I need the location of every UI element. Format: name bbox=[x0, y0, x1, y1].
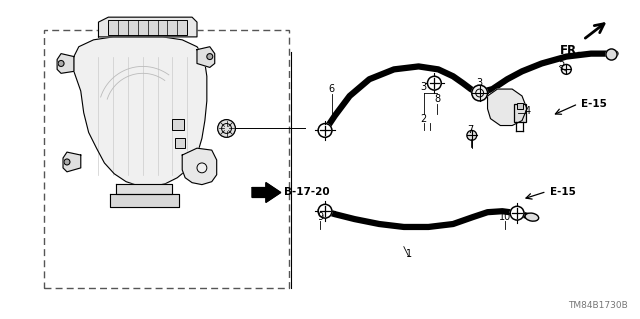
Circle shape bbox=[318, 123, 332, 137]
Circle shape bbox=[197, 163, 207, 173]
Text: 7: 7 bbox=[468, 125, 474, 136]
Bar bbox=[172, 119, 184, 130]
Circle shape bbox=[467, 130, 477, 140]
Polygon shape bbox=[252, 183, 281, 202]
Bar bbox=[175, 138, 185, 148]
Polygon shape bbox=[488, 89, 527, 125]
Polygon shape bbox=[110, 195, 179, 207]
Bar bbox=[108, 20, 187, 35]
Text: 4: 4 bbox=[525, 106, 531, 116]
Polygon shape bbox=[63, 152, 81, 172]
Text: FR.: FR. bbox=[560, 44, 582, 57]
Text: 3: 3 bbox=[477, 78, 483, 88]
Circle shape bbox=[318, 204, 332, 218]
Circle shape bbox=[64, 159, 70, 165]
Polygon shape bbox=[99, 17, 197, 37]
Ellipse shape bbox=[318, 207, 332, 215]
Text: 1: 1 bbox=[406, 249, 412, 259]
Text: TM84B1730B: TM84B1730B bbox=[568, 301, 628, 310]
Text: 5: 5 bbox=[558, 58, 564, 69]
Text: E-15: E-15 bbox=[550, 187, 575, 197]
Circle shape bbox=[472, 85, 488, 101]
Text: 6: 6 bbox=[329, 84, 335, 94]
Bar bbox=[514, 104, 526, 122]
Bar bbox=[517, 103, 523, 109]
Bar bbox=[44, 30, 289, 288]
Text: 3: 3 bbox=[420, 82, 427, 92]
Circle shape bbox=[207, 54, 212, 60]
Circle shape bbox=[510, 206, 524, 220]
Text: 9: 9 bbox=[317, 212, 323, 222]
Polygon shape bbox=[57, 54, 74, 73]
Circle shape bbox=[428, 76, 441, 90]
Polygon shape bbox=[182, 148, 217, 185]
Polygon shape bbox=[197, 47, 214, 67]
Text: E-15: E-15 bbox=[581, 99, 607, 109]
Text: B-17-20: B-17-20 bbox=[284, 188, 330, 197]
Ellipse shape bbox=[525, 213, 539, 221]
Polygon shape bbox=[116, 184, 172, 195]
Circle shape bbox=[561, 64, 572, 74]
Circle shape bbox=[58, 61, 64, 66]
Polygon shape bbox=[74, 37, 207, 187]
Text: 2: 2 bbox=[420, 114, 427, 124]
Circle shape bbox=[218, 120, 236, 137]
Text: 10: 10 bbox=[499, 212, 511, 222]
Text: 8: 8 bbox=[435, 94, 440, 104]
